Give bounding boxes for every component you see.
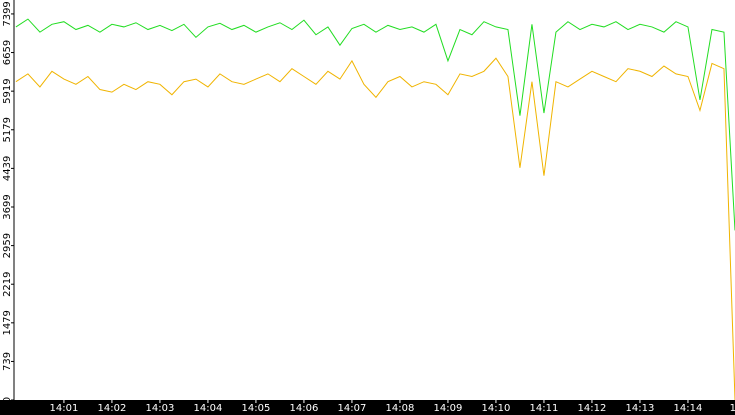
y-tick-label: 0 — [2, 397, 13, 403]
x-tick-label: 14:06 — [290, 403, 319, 414]
y-tick-label: 2959 — [2, 233, 13, 258]
y-tick-label: 3699 — [2, 194, 13, 219]
x-tick-label: 14:01 — [50, 403, 79, 414]
x-tick-label: 14:13 — [626, 403, 655, 414]
x-tick-label: 14:09 — [434, 403, 463, 414]
y-tick-label: 5919 — [2, 78, 13, 103]
x-axis-band — [0, 400, 735, 415]
x-tick-label: 14:04 — [194, 403, 223, 414]
x-tick-label: 14:05 — [242, 403, 271, 414]
y-tick-label: 5179 — [2, 117, 13, 142]
x-tick-label: 14:10 — [482, 403, 511, 414]
x-tick-label: 14:07 — [338, 403, 367, 414]
x-tick-label: 14:11 — [530, 403, 559, 414]
x-tick-label: 14:02 — [98, 403, 127, 414]
y-tick-label: 1479 — [2, 310, 13, 335]
series-line — [15, 57, 735, 401]
x-tick-label: 14:12 — [578, 403, 607, 414]
x-tick-label: 14 — [730, 403, 735, 414]
series-line — [15, 18, 735, 231]
y-tick-label: 7399 — [2, 1, 13, 26]
y-tick-label: 6659 — [2, 40, 13, 65]
x-tick-label: 14:14 — [674, 403, 703, 414]
y-tick-label: 4439 — [2, 156, 13, 181]
y-tick-label: 739 — [2, 352, 13, 371]
y-tick-label: 2219 — [2, 271, 13, 296]
x-tick-label: 14:03 — [146, 403, 175, 414]
x-tick-label: 14:08 — [386, 403, 415, 414]
